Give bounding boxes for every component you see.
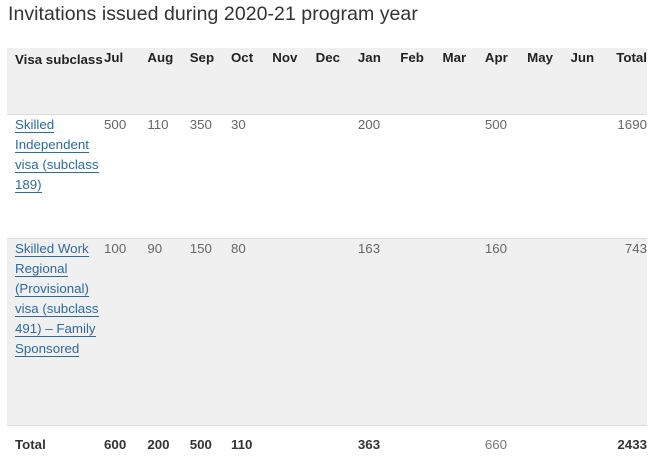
- cell-apr: 500: [484, 116, 508, 132]
- cell-aug: 110: [147, 116, 169, 132]
- header-jan: Jan: [357, 50, 381, 65]
- cell-jul: 100: [104, 240, 127, 256]
- header-apr: Apr: [484, 50, 508, 65]
- cell-feb: [400, 114, 442, 238]
- cell-total: 743: [624, 240, 647, 256]
- invitations-table: Visa subclass Jul Aug Sep Oct Nov Dec Ja…: [7, 48, 647, 464]
- total-jun: [571, 425, 607, 464]
- total-aug: 200: [147, 436, 170, 452]
- visa-cell: Skilled Independent visa (subclass 189): [7, 114, 104, 238]
- total-row: Total 600 200 500 110 363 660 2433: [7, 425, 647, 464]
- cell-jun: [571, 238, 607, 425]
- total-oct: 110: [230, 436, 253, 452]
- header-total: Total: [616, 50, 647, 65]
- visa-link-subclass-189[interactable]: Skilled Independent visa (subclass 189): [15, 116, 99, 193]
- header-sep: Sep: [189, 50, 215, 65]
- header-mar: Mar: [442, 50, 467, 65]
- cell-total: 1690: [617, 116, 647, 132]
- header-visa-subclass: Visa subclass: [15, 52, 103, 67]
- grand-total: 2433: [617, 436, 647, 452]
- cell-dec: [316, 114, 358, 238]
- cell-may: [527, 114, 570, 238]
- cell-apr: 160: [484, 240, 508, 256]
- cell-oct: 80: [230, 240, 246, 256]
- cell-mar: [443, 238, 485, 425]
- header-oct: Oct: [230, 50, 254, 65]
- header-jul: Jul: [104, 50, 124, 65]
- total-nov: [272, 425, 315, 464]
- cell-sep: 350: [189, 116, 212, 132]
- header-nov: Nov: [272, 50, 298, 65]
- total-may: [527, 425, 570, 464]
- page-title: Invitations issued during 2020-21 progra…: [8, 3, 418, 25]
- cell-aug: 90: [147, 240, 163, 256]
- cell-oct: 30: [230, 116, 246, 132]
- total-jul: 600: [104, 436, 127, 452]
- total-apr: 660: [484, 436, 508, 452]
- cell-nov: [272, 238, 315, 425]
- header-jun: Jun: [570, 50, 595, 65]
- header-aug: Aug: [147, 50, 174, 65]
- cell-feb: [400, 238, 442, 425]
- total-mar: [443, 425, 485, 464]
- cell-jul: 500: [104, 116, 127, 132]
- total-label: Total: [15, 436, 46, 452]
- cell-sep: 150: [189, 240, 212, 256]
- header-feb: Feb: [400, 50, 424, 65]
- cell-dec: [316, 238, 358, 425]
- cell-jun: [571, 114, 607, 238]
- table-header-row: Visa subclass Jul Aug Sep Oct Nov Dec Ja…: [7, 48, 647, 114]
- visa-cell: Skilled Work Regional (Provisional) visa…: [7, 238, 104, 425]
- total-dec: [316, 425, 358, 464]
- cell-may: [527, 238, 570, 425]
- cell-jan: 163: [357, 240, 381, 256]
- total-feb: [400, 425, 442, 464]
- table-row: Skilled Independent visa (subclass 189) …: [7, 114, 647, 238]
- cell-nov: [272, 114, 315, 238]
- header-may: May: [527, 50, 554, 65]
- cell-mar: [443, 114, 485, 238]
- visa-link-subclass-491[interactable]: Skilled Work Regional (Provisional) visa…: [15, 240, 99, 357]
- total-sep: 500: [189, 436, 212, 452]
- table-row: Skilled Work Regional (Provisional) visa…: [7, 238, 647, 425]
- total-jan: 363: [357, 436, 381, 452]
- header-dec: Dec: [315, 50, 340, 65]
- cell-jan: 200: [357, 116, 381, 132]
